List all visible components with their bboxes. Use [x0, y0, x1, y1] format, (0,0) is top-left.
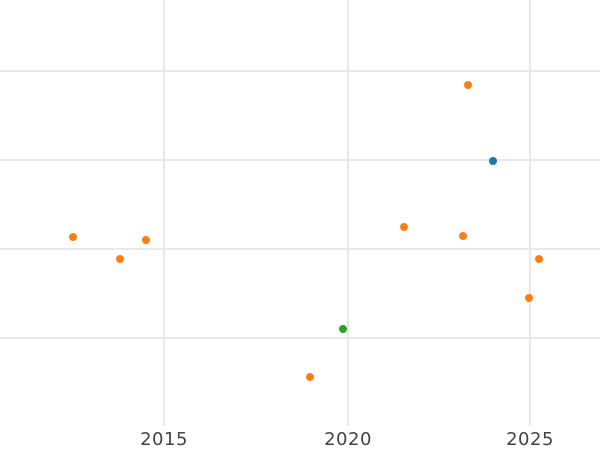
data-point-orange — [400, 223, 408, 231]
data-point-orange — [69, 233, 77, 241]
data-point-blue — [489, 157, 497, 165]
data-point-orange — [525, 294, 533, 302]
data-point-orange — [459, 232, 467, 240]
horizontal-gridline — [0, 159, 600, 161]
horizontal-gridline — [0, 248, 600, 250]
data-point-orange — [535, 255, 543, 263]
vertical-gridline — [347, 0, 349, 426]
x-tick-label: 2020 — [324, 429, 372, 450]
data-point-orange — [116, 255, 124, 263]
data-point-green — [339, 325, 347, 333]
data-point-orange — [306, 373, 314, 381]
x-tick-label: 2015 — [140, 429, 188, 450]
vertical-gridline — [163, 0, 165, 426]
vertical-gridline — [529, 0, 531, 426]
data-point-orange — [464, 81, 472, 89]
data-point-orange — [142, 236, 150, 244]
x-tick-label: 2025 — [506, 429, 554, 450]
horizontal-gridline — [0, 70, 600, 72]
horizontal-gridline — [0, 337, 600, 339]
